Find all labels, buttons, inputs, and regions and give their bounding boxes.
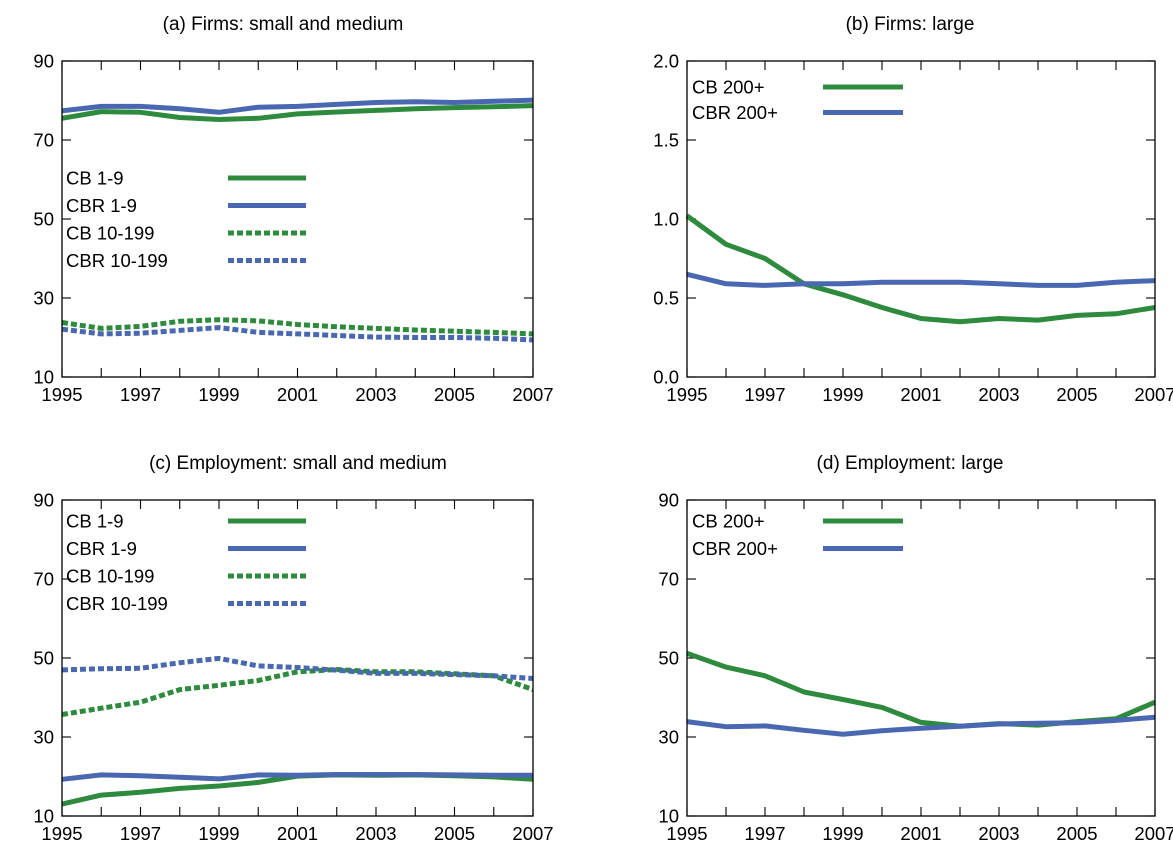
y-tick-label: 2.0 — [653, 51, 679, 72]
x-tick-label: 2007 — [1134, 823, 1173, 844]
legend-label: CB 200+ — [692, 77, 765, 98]
x-tick-label: 2003 — [355, 384, 396, 405]
y-tick-label: 0.5 — [653, 288, 679, 309]
x-tick-label: 1997 — [120, 823, 161, 844]
legend-label: CBR 200+ — [692, 102, 778, 123]
x-tick-label: 1999 — [822, 823, 863, 844]
legend-label: CBR 1-9 — [66, 538, 137, 559]
plot-frame — [686, 60, 1156, 378]
y-tick-label: 90 — [658, 490, 679, 511]
x-tick-label: 2003 — [978, 384, 1019, 405]
y-tick-label: 10 — [658, 806, 679, 827]
legend-label: CBR 200+ — [692, 538, 778, 559]
legend-label: CB 10-199 — [66, 223, 154, 244]
panel-a: (a) Firms: small and medium 10 30 50 70 90 199… — [33, 14, 553, 405]
panel-d: (d) Employment: large 10 30 50 70 90 1995 1997 1… — [658, 453, 1173, 844]
x-tick-label: 2005 — [434, 823, 475, 844]
y-tick-label: 0.0 — [653, 367, 679, 388]
y-tick-label: 50 — [658, 648, 679, 669]
series-line-cb-200- — [685, 213, 1156, 325]
x-tick-label: 1995 — [666, 384, 707, 405]
series-line-cb-10-199 — [61, 667, 534, 717]
x-tick-label: 1997 — [120, 384, 161, 405]
chart-title: (c) Employment: small and medium — [149, 453, 447, 474]
x-tick-label: 1999 — [198, 384, 239, 405]
x-tick-label: 2005 — [1056, 823, 1097, 844]
x-tick-label: 1997 — [744, 384, 785, 405]
x-tick-label: 1995 — [41, 384, 82, 405]
x-tick-label: 2001 — [277, 823, 318, 844]
series-line-cbr-1-9 — [61, 772, 533, 782]
x-tick-label: 1997 — [744, 823, 785, 844]
x-tick-label: 2005 — [1056, 384, 1097, 405]
x-tick-label: 2007 — [512, 823, 553, 844]
series-line-cb-200- — [686, 650, 1156, 729]
legend-label: CB 1-9 — [66, 168, 124, 189]
series-line-cbr-1-9 — [61, 97, 534, 115]
series-line-cbr-10-199 — [61, 655, 534, 681]
legend-label: CB 1-9 — [66, 511, 124, 532]
y-tick-label: 70 — [33, 130, 54, 151]
x-tick-label: 2005 — [434, 384, 475, 405]
x-tick-label: 1995 — [666, 823, 707, 844]
chart-title: (a) Firms: small and medium — [163, 14, 404, 35]
x-tick-label: 1999 — [198, 823, 239, 844]
y-tick-label: 10 — [33, 806, 54, 827]
y-tick-label: 50 — [33, 648, 54, 669]
x-tick-label: 2003 — [355, 823, 396, 844]
x-tick-label: 2001 — [900, 823, 941, 844]
legend: CB 200+ CBR 200+ — [692, 77, 903, 123]
x-tick-label: 2001 — [900, 384, 941, 405]
chart-title: (d) Employment: large — [817, 453, 1004, 474]
x-tick-label: 1995 — [41, 823, 82, 844]
series-line-cbr-200- — [686, 271, 1156, 288]
y-tick-label: 10 — [33, 367, 54, 388]
legend-label: CB 200+ — [692, 511, 765, 532]
x-tick-label: 2007 — [512, 384, 553, 405]
panel-b: (b) Firms: large 0.0 0.5 1.0 1.5 2.0 1995 1997 1… — [653, 14, 1173, 405]
legend: CB 200+ CBR 200+ — [692, 511, 903, 559]
legend-label: CBR 1-9 — [66, 195, 137, 216]
plot-frame — [61, 60, 534, 378]
y-tick-label: 50 — [33, 209, 54, 230]
series-line-cbr-10-199 — [61, 325, 534, 343]
legend-label: CBR 10-199 — [66, 250, 168, 271]
y-tick-label: 30 — [658, 727, 679, 748]
panel-c: (c) Employment: small and medium 10 30 50 70… — [33, 453, 553, 844]
y-tick-label: 30 — [33, 288, 54, 309]
y-tick-label: 1.5 — [653, 130, 679, 151]
y-tick-label: 90 — [33, 490, 54, 511]
legend-label: CB 10-199 — [66, 566, 154, 587]
plot-frame — [61, 499, 534, 817]
legend: CB 1-9 CBR 1-9 CB 10-199 CBR 10-199 — [66, 168, 306, 271]
series-line-cbr-200- — [686, 714, 1156, 737]
y-tick-label: 90 — [33, 51, 54, 72]
series-line-cb-1-9 — [61, 103, 534, 122]
y-tick-label: 70 — [658, 569, 679, 590]
series-line-cb-10-199 — [61, 317, 534, 337]
legend: CB 1-9 CBR 1-9 CB 10-199 CBR 10-199 — [66, 511, 306, 614]
y-tick-label: 30 — [33, 727, 54, 748]
series-line-cb-1-9 — [61, 772, 534, 807]
y-tick-label: 1.0 — [653, 209, 679, 230]
legend-label: CBR 10-199 — [66, 593, 168, 614]
x-tick-label: 2003 — [978, 823, 1019, 844]
x-tick-label: 1999 — [822, 384, 863, 405]
x-tick-label: 2001 — [277, 384, 318, 405]
plot-frame — [686, 499, 1156, 817]
chart-title: (b) Firms: large — [846, 14, 975, 35]
y-tick-label: 70 — [33, 569, 54, 590]
x-tick-label: 2007 — [1134, 384, 1173, 405]
